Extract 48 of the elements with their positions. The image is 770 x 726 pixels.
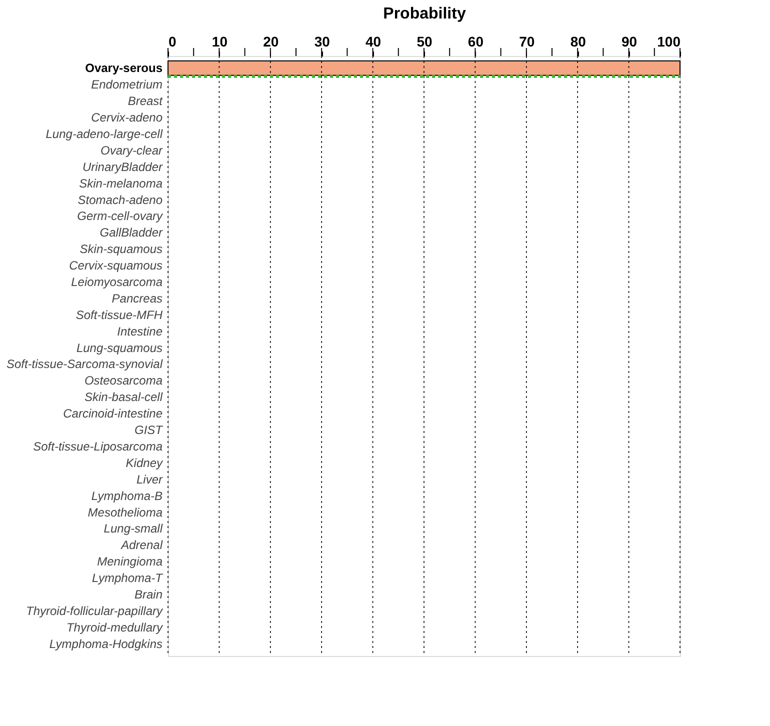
x-tick-label: 100 (657, 34, 681, 50)
y-tick-label: Stomach-adeno (78, 192, 163, 207)
x-tick-label: 80 (570, 34, 586, 50)
y-tick-label: Cervix-squamous (69, 258, 162, 273)
y-tick-label: Cervix-adeno (91, 110, 163, 125)
y-tick-label: Germ-cell-ovary (77, 209, 164, 224)
y-tick-label: Leiomyosarcoma (71, 274, 163, 289)
y-tick-label: Lung-adeno-large-cell (46, 126, 163, 141)
y-tick-label: Skin-squamous (80, 242, 162, 256)
y-tick-label: Carcinoid-intestine (63, 406, 163, 421)
x-tick-label: 20 (263, 34, 279, 50)
y-tick-label: GallBladder (100, 226, 164, 240)
x-tick-label: 30 (314, 34, 330, 50)
y-tick-label: Lung-small (104, 522, 163, 536)
y-tick-label: Mesothelioma (88, 505, 163, 520)
x-tick-label: 40 (366, 34, 382, 50)
y-tick-label: Ovary-clear (100, 143, 164, 158)
x-tick-label: 60 (468, 34, 484, 50)
y-tick-label: Thyroid-medullary (66, 620, 164, 634)
y-tick-label: Brain (134, 587, 163, 602)
y-tick-label: Liver (136, 472, 164, 486)
y-tick-label: UrinaryBladder (82, 160, 164, 174)
y-tick-label: Lymphoma-Hodgkins (49, 636, 162, 651)
y-tick-label: Ovary-serous (85, 61, 163, 76)
y-tick-label: Kidney (126, 456, 164, 470)
x-tick-label: 70 (519, 34, 535, 50)
y-tick-label: Breast (128, 94, 164, 108)
y-tick-label: Endometrium (91, 78, 162, 92)
y-tick-label: Skin-melanoma (79, 176, 163, 190)
y-tick-label: Soft-tissue-MFH (76, 308, 163, 322)
x-tick-label: 10 (212, 34, 228, 50)
x-tick-label: 90 (622, 34, 638, 50)
y-tick-label: Adrenal (120, 538, 163, 552)
x-tick-label: 0 (168, 34, 176, 50)
y-tick-label: Soft-tissue-Sarcoma-synovial (6, 357, 163, 372)
y-tick-label: Lymphoma-T (92, 571, 164, 586)
y-tick-label: GIST (134, 423, 164, 438)
y-tick-label: Osteosarcoma (84, 374, 163, 388)
x-tick-label: 50 (416, 34, 432, 50)
y-tick-label: Intestine (117, 324, 163, 338)
y-tick-label: Meningioma (97, 554, 163, 569)
x-axis-title: Probability (383, 6, 466, 22)
y-tick-label: Lung-squamous (76, 340, 162, 355)
y-tick-label: Skin-basal-cell (84, 390, 163, 404)
y-tick-label: Soft-tissue-Liposarcoma (33, 439, 163, 454)
y-tick-label: Lymphoma-B (91, 488, 162, 503)
y-tick-label: Pancreas (112, 291, 162, 306)
y-tick-label: Thyroid-follicular-papillary (26, 604, 164, 618)
